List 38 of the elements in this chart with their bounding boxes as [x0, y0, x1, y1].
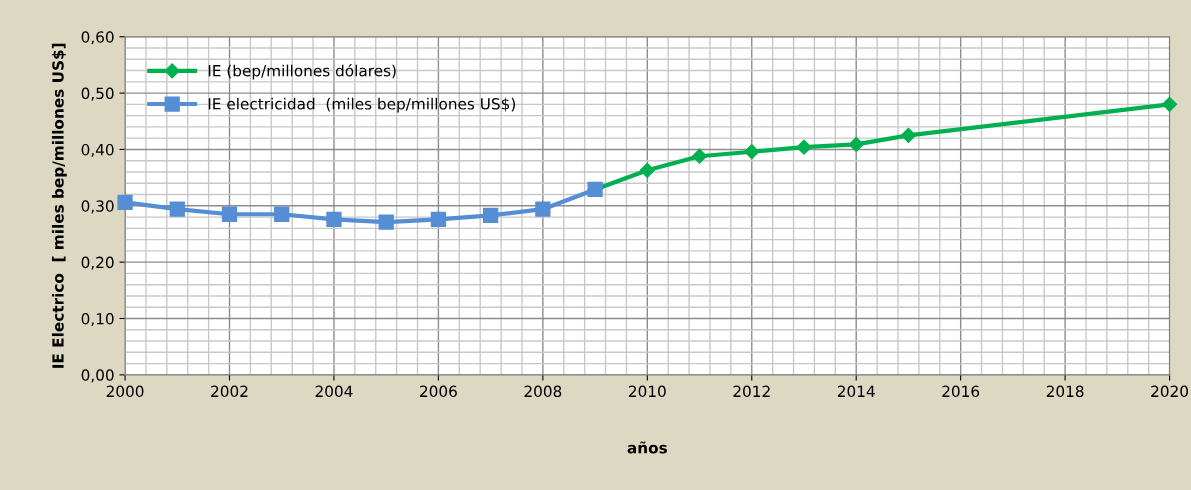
point — [274, 206, 290, 222]
y-tick-label: 0,20 — [81, 256, 114, 270]
point — [378, 214, 394, 230]
x-tick-label: 2016 — [942, 385, 980, 398]
point — [117, 194, 133, 211]
point — [221, 206, 238, 222]
x-tick-label: 2004 — [315, 385, 353, 398]
point — [691, 148, 708, 164]
y-tick-label: 0,40 — [81, 143, 114, 158]
y-axis-title: IE Electrico [ miles bep/millones US$] — [51, 43, 67, 368]
x-tick-label: 2008 — [524, 385, 562, 398]
x-tick-label: 2000 — [106, 385, 144, 398]
x-tick-label: 2012 — [733, 385, 770, 398]
legend-label: IE (bep/millones dólares) — [208, 64, 396, 80]
point — [326, 211, 342, 227]
legend-label: IE electricidad (miles bep/millones US$) — [208, 97, 515, 113]
y-tick-label: 0,60 — [81, 31, 114, 45]
x-tick-label: 2020 — [1151, 385, 1188, 398]
x-tick-label: 2006 — [420, 385, 457, 398]
y-tick-label: 0,30 — [81, 200, 114, 214]
y-tick-label: 0,50 — [81, 87, 114, 101]
point — [900, 127, 917, 143]
point — [169, 201, 185, 217]
x-tick-label: 2010 — [628, 385, 666, 398]
point — [639, 162, 655, 178]
point — [482, 207, 499, 224]
point — [535, 201, 551, 217]
x-axis-title: años — [627, 441, 667, 454]
point — [796, 139, 812, 155]
point — [1161, 96, 1178, 112]
y-tick-label: 0,10 — [81, 312, 114, 327]
x-tick-label: 2018 — [1046, 385, 1084, 398]
x-tick-label: 2002 — [211, 385, 248, 398]
point — [848, 136, 864, 152]
point — [430, 211, 447, 227]
point — [744, 144, 760, 160]
y-tick-label: 0,00 — [81, 369, 114, 383]
x-tick-label: 2014 — [837, 385, 875, 398]
